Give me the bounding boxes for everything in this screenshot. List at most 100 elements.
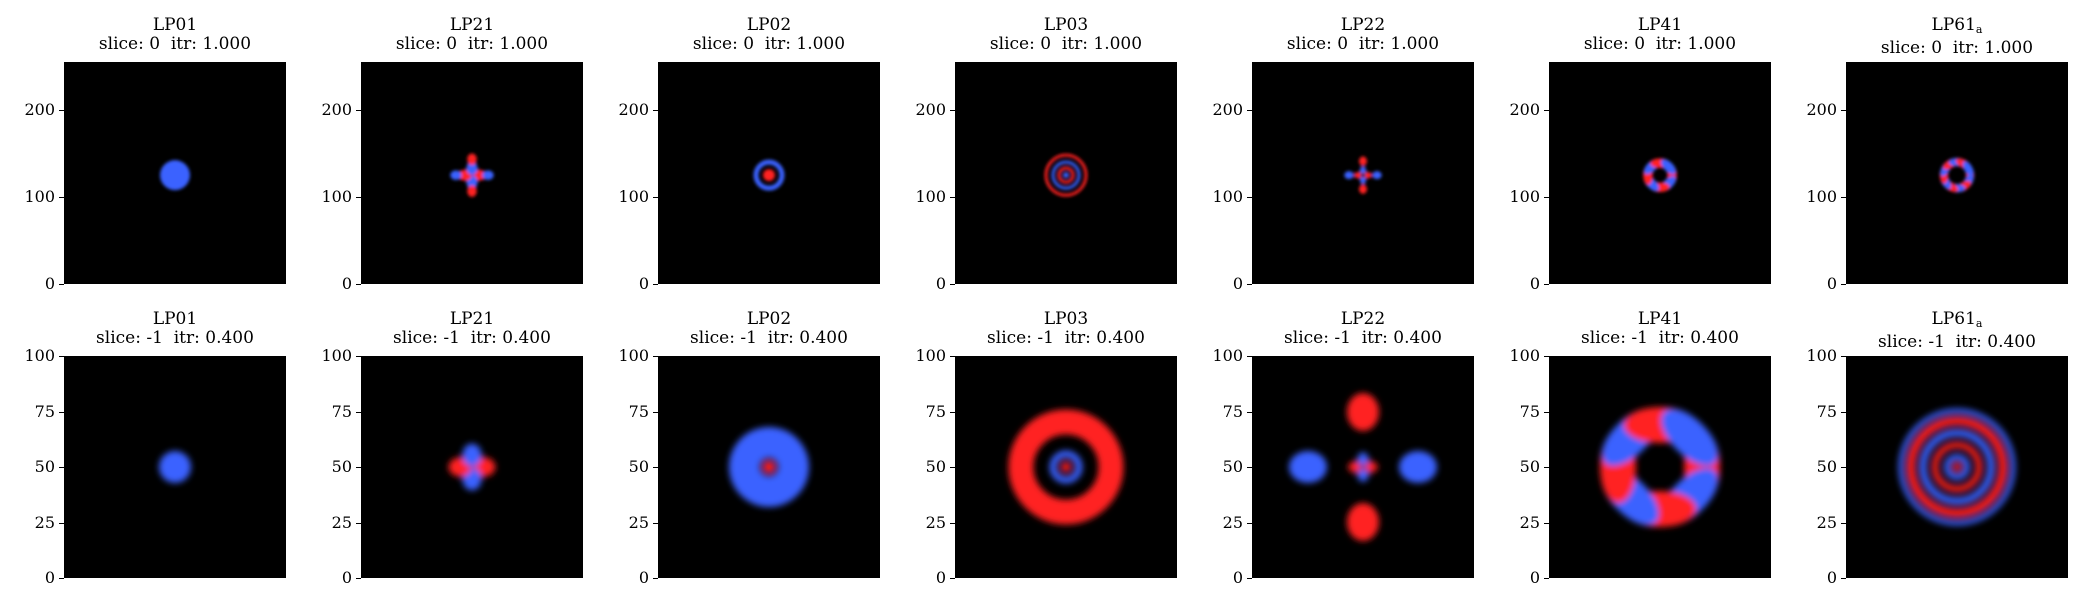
field-lobe <box>1344 171 1354 180</box>
y-tick-label: 25 <box>1816 512 1837 532</box>
y-tick-mark <box>950 522 955 524</box>
itr-label: itr: 0.400 <box>1658 328 1739 348</box>
mode-name: LP01 <box>152 309 198 329</box>
y-tick-label: 25 <box>331 512 352 532</box>
slice-label: slice: -1 <box>1284 328 1351 348</box>
y-tick-label: 100 <box>1509 186 1540 206</box>
mode-field-image <box>361 356 583 578</box>
y-tick-label: 100 <box>1212 186 1243 206</box>
y-tick-label: 75 <box>1222 401 1243 421</box>
field-ring <box>1051 160 1081 190</box>
mode-name: LP41 <box>1637 309 1683 329</box>
panel-title: LP41 slice: 0 itr: 1.000 <box>1510 16 1810 54</box>
panel-title: LP01 slice: 0 itr: 1.000 <box>25 16 325 54</box>
mode-field-plot <box>729 427 809 507</box>
y-tick-mark <box>59 196 64 198</box>
panel-title: LP02 slice: 0 itr: 1.000 <box>619 16 919 54</box>
y-tick-mark <box>653 356 658 357</box>
mode-field-image <box>955 356 1177 578</box>
y-tick-mark <box>1841 356 1846 357</box>
y-tick-mark <box>653 522 658 524</box>
field-lobe <box>1289 451 1327 483</box>
y-tick-label: 100 <box>1212 346 1243 365</box>
y-tick-label: 0 <box>44 274 55 293</box>
slice-label: slice: 0 <box>395 34 458 54</box>
field-lobe <box>1348 461 1362 473</box>
y-tick-mark <box>653 411 658 413</box>
y-tick-mark <box>356 356 361 357</box>
mode-name: LP03 <box>1043 309 1089 329</box>
y-tick-mark <box>653 284 658 285</box>
y-tick-label: 200 <box>1509 99 1540 119</box>
y-tick-mark <box>950 467 955 468</box>
y-tick-mark <box>1841 196 1846 198</box>
y-tick-mark <box>356 284 361 285</box>
y-tick-mark <box>653 109 658 111</box>
y-tick-label: 0 <box>44 568 55 587</box>
panel-title: LP21 slice: 0 itr: 1.000 <box>322 16 622 54</box>
itr-label: itr: 1.000 <box>1952 38 2034 58</box>
field-ring <box>1907 417 2007 517</box>
panel-title: LP02 slice: -1 itr: 0.400 <box>619 310 919 348</box>
field-lobe <box>1661 408 1719 466</box>
y-tick-mark <box>1247 522 1252 524</box>
y-tick-mark <box>950 196 955 198</box>
slice-label: slice: 0 <box>1583 34 1646 54</box>
y-tick-mark <box>59 578 64 579</box>
y-tick-mark <box>356 522 361 524</box>
mode-name: LP61 <box>1931 15 1976 35</box>
y-tick-mark <box>1247 467 1252 468</box>
panel-title: LP03 slice: 0 itr: 1.000 <box>916 16 1216 54</box>
y-tick-label: 25 <box>628 512 649 532</box>
mode-name: LP02 <box>746 15 792 35</box>
mode-field-image <box>658 62 880 284</box>
y-tick-mark <box>1544 522 1549 524</box>
field-core <box>1061 462 1071 472</box>
mode-field-image <box>1846 356 2068 578</box>
y-tick-label: 0 <box>1232 274 1243 293</box>
y-tick-label: 50 <box>34 457 55 476</box>
slice-label: slice: 0 <box>1286 34 1349 54</box>
slice-label: slice: -1 <box>1581 328 1648 348</box>
field-lobe <box>1354 171 1362 179</box>
mode-field-plot <box>1344 156 1382 194</box>
field-lobe <box>1357 452 1369 466</box>
y-tick-mark <box>1247 284 1252 285</box>
y-tick-label: 100 <box>321 186 352 206</box>
field-lobe <box>1372 171 1382 180</box>
y-tick-label: 0 <box>1232 568 1243 587</box>
y-tick-label: 100 <box>1806 346 1837 365</box>
y-tick-label: 25 <box>1222 512 1243 532</box>
y-tick-mark <box>950 356 955 357</box>
y-tick-label: 50 <box>1222 457 1243 476</box>
slice-label: slice: 0 <box>692 34 755 54</box>
field-ring <box>1898 408 2016 526</box>
mode-field-image <box>955 62 1177 284</box>
y-tick-label: 0 <box>935 274 946 293</box>
field-lobe <box>1347 393 1379 431</box>
y-tick-label: 100 <box>321 346 352 365</box>
y-tick-label: 0 <box>341 568 352 587</box>
y-tick-mark <box>1544 109 1549 111</box>
y-tick-label: 75 <box>925 401 946 421</box>
y-tick-mark <box>1544 467 1549 468</box>
slice-label: slice: 0 <box>98 34 161 54</box>
y-tick-mark <box>1544 284 1549 285</box>
slice-label: slice: 0 <box>989 34 1052 54</box>
y-tick-mark <box>1841 109 1846 111</box>
mode-name: LP03 <box>1043 15 1089 35</box>
y-tick-mark <box>356 411 361 413</box>
mode-name: LP21 <box>449 15 495 35</box>
y-tick-mark <box>1247 109 1252 111</box>
mode-field-image <box>361 62 583 284</box>
slice-label: slice: -1 <box>987 328 1054 348</box>
itr-label: itr: 1.000 <box>170 34 252 54</box>
y-tick-mark <box>1247 411 1252 413</box>
mode-field-plot <box>1643 158 1677 192</box>
panel-title: LP61a slice: 0 itr: 1.000 <box>1807 16 2100 58</box>
y-tick-label: 100 <box>1806 186 1837 206</box>
mode-name: LP61 <box>1931 309 1976 329</box>
mode-field-plot <box>1898 408 2016 526</box>
field-lobe <box>450 170 462 180</box>
y-tick-mark <box>356 467 361 468</box>
